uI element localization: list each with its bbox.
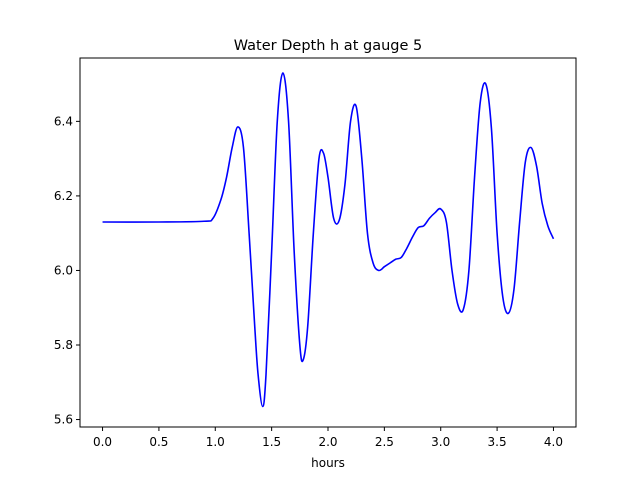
series-line-0: [102, 72, 555, 408]
x-tick-label: 1.0: [206, 435, 225, 449]
x-axis-ticks: 0.0 0.5 1.0 1.5 2.0 2.5 3.0 3.5 4.0: [93, 427, 563, 449]
x-tick-label: 0.5: [149, 435, 168, 449]
chart-title: Water Depth h at gauge 5: [234, 38, 422, 54]
x-tick-label: 1.5: [262, 435, 281, 449]
series-layer: [102, 72, 555, 408]
x-tick-label: 2.5: [375, 435, 394, 449]
x-tick-label: 2.0: [318, 435, 337, 449]
x-tick-label: 3.0: [431, 435, 450, 449]
y-tick-label: 5.8: [54, 338, 73, 352]
y-tick-label: 6.4: [54, 114, 73, 128]
y-tick-label: 5.6: [54, 413, 73, 427]
x-tick-label: 0.0: [93, 435, 112, 449]
x-axis-label: hours: [311, 456, 345, 470]
y-axis-ticks: 5.6 5.8 6.0 6.2 6.4: [54, 114, 80, 427]
x-tick-label: 3.5: [488, 435, 507, 449]
y-tick-label: 6.0: [54, 263, 73, 277]
x-tick-label: 4.0: [544, 435, 563, 449]
y-tick-label: 6.2: [54, 189, 73, 203]
